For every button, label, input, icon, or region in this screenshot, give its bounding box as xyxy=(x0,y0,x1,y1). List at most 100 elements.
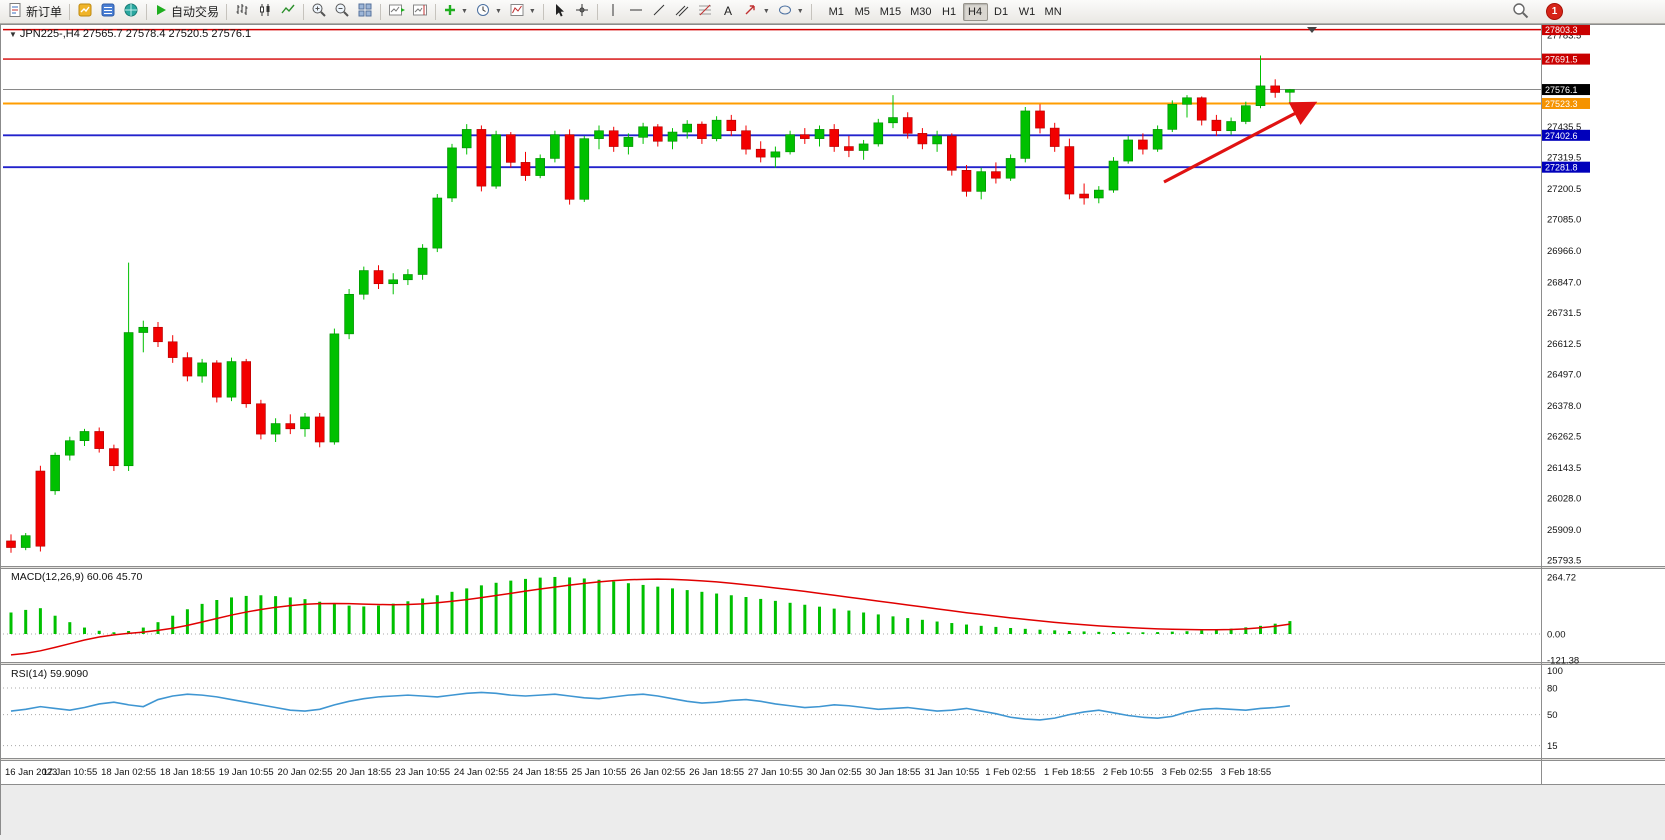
candle xyxy=(138,320,149,353)
candle xyxy=(1152,125,1163,152)
trend-arrow-annotation[interactable] xyxy=(1163,101,1318,184)
templates-button[interactable]: ▼ xyxy=(506,2,539,22)
panel-separator[interactable] xyxy=(1,758,1665,761)
candle xyxy=(505,132,516,168)
timeframe-button-MN[interactable]: MN xyxy=(1041,3,1066,21)
candle xyxy=(329,328,340,445)
new-order-button[interactable]: 新订单 xyxy=(4,2,65,22)
equidistant-channel-button[interactable] xyxy=(671,2,693,22)
fibonacci-button[interactable] xyxy=(694,2,716,22)
zoom-in-button[interactable] xyxy=(308,2,330,22)
price-level-badge-text: 27281.8 xyxy=(1545,163,1578,173)
candle xyxy=(167,335,178,363)
chart-canvas[interactable]: 27783.5 27435.5 27319.5 27200.5 27085.0 26966… xyxy=(1,24,1665,835)
notification-badge[interactable]: 1 xyxy=(1546,3,1563,20)
timeframe-button-H1[interactable]: H1 xyxy=(937,3,962,21)
candle xyxy=(65,436,75,461)
candle xyxy=(1285,88,1295,105)
candle xyxy=(1005,154,1016,181)
tile-windows-button[interactable] xyxy=(354,2,376,22)
price-level-badge-support-1 xyxy=(1542,129,1590,141)
arrows-button[interactable]: ▼ xyxy=(740,2,773,22)
cursor-button[interactable] xyxy=(548,2,570,22)
candle xyxy=(373,265,384,290)
timeframe-button-M5[interactable]: M5 xyxy=(850,3,875,21)
panel-separator[interactable] xyxy=(1,566,1665,569)
clock-icon xyxy=(475,2,491,21)
shapes-button[interactable]: ▼ xyxy=(774,2,807,22)
search-button[interactable] xyxy=(1509,2,1532,22)
time-axis-label: 17 Jan 10:55 xyxy=(42,767,97,778)
macd-panel xyxy=(3,576,1541,656)
auto-trading-play-icon xyxy=(154,3,168,20)
add-indicator-icon xyxy=(443,3,457,20)
candlestick-chart-button[interactable] xyxy=(254,2,276,22)
add-indicator-button[interactable]: ▼ xyxy=(440,2,471,22)
toolbar-separator xyxy=(303,3,305,20)
price-grid-label: 27200.5 xyxy=(1547,184,1581,195)
timeframe-button-W1[interactable]: W1 xyxy=(1015,3,1040,21)
rsi-axis-label: 80 xyxy=(1547,684,1558,695)
candle xyxy=(976,167,987,200)
crosshair-button[interactable] xyxy=(571,2,593,22)
trendline-icon xyxy=(651,2,667,21)
time-axis-label: 18 Jan 02:55 xyxy=(101,767,156,778)
candle xyxy=(212,360,222,403)
navigator-button[interactable] xyxy=(120,2,142,22)
candle xyxy=(461,124,472,155)
candle xyxy=(902,112,913,139)
candle xyxy=(285,414,296,435)
candle xyxy=(1255,55,1266,109)
timeframe-button-M1[interactable]: M1 xyxy=(824,3,849,21)
toolbar-separator xyxy=(596,3,598,20)
zoom-out-button[interactable] xyxy=(331,2,353,22)
candle xyxy=(256,399,266,440)
panel-separator[interactable] xyxy=(1,662,1665,665)
price-grid-label: 26847.0 xyxy=(1547,277,1581,288)
timeframe-button-M30[interactable]: M30 xyxy=(906,3,935,21)
timeframe-button-M15[interactable]: M15 xyxy=(876,3,905,21)
cursor-icon xyxy=(552,3,566,21)
candle xyxy=(1270,79,1280,98)
auto-scroll-button[interactable] xyxy=(385,2,408,22)
auto-trading-button[interactable]: 自动交易 xyxy=(151,2,222,22)
candle xyxy=(535,154,546,179)
time-axis-label: 3 Feb 02:55 xyxy=(1162,767,1213,778)
bar-chart-button[interactable] xyxy=(231,2,253,22)
price-axis[interactable]: 27783.5 27435.5 27319.5 27200.5 27085.0 26966… xyxy=(1541,24,1591,784)
timeframe-button-D1[interactable]: D1 xyxy=(989,3,1014,21)
time-axis-label: 3 Feb 18:55 xyxy=(1220,767,1271,778)
timeframe-button-H4[interactable]: H4 xyxy=(962,2,988,21)
candle xyxy=(1035,104,1045,134)
trendline-button[interactable] xyxy=(648,2,670,22)
time-axis-label: 26 Jan 18:55 xyxy=(689,767,744,778)
candle xyxy=(1182,95,1192,118)
toolbar-separator xyxy=(69,3,71,20)
candle xyxy=(873,118,884,147)
price-grid-label: 26378.0 xyxy=(1547,401,1581,412)
price-level-badge-text: 27402.6 xyxy=(1545,131,1578,141)
time-axis-label: 23 Jan 10:55 xyxy=(395,767,450,778)
candle xyxy=(94,427,104,453)
text-label-button[interactable]: A xyxy=(717,2,739,22)
vertical-line-button[interactable] xyxy=(602,2,624,22)
market-watch-button[interactable] xyxy=(74,2,96,22)
candle xyxy=(741,125,751,155)
price-level-badge-resistance xyxy=(1542,53,1590,65)
candle xyxy=(667,128,678,150)
candle xyxy=(1020,106,1031,163)
chart-shift-button[interactable] xyxy=(409,2,431,22)
line-chart-button[interactable] xyxy=(277,2,299,22)
price-level-badge-text: 27523.3 xyxy=(1545,99,1578,109)
candle xyxy=(579,136,590,202)
periods-button[interactable]: ▼ xyxy=(472,2,505,22)
time-axis-label: 18 Jan 18:55 xyxy=(160,767,215,778)
candle xyxy=(1108,157,1119,193)
candle xyxy=(388,273,399,295)
navigator-icon xyxy=(123,2,139,21)
chart-shift-marker-icon[interactable] xyxy=(1307,27,1317,33)
data-window-button[interactable] xyxy=(97,2,119,22)
candle xyxy=(432,194,443,253)
horizontal-line-button[interactable] xyxy=(625,2,647,22)
